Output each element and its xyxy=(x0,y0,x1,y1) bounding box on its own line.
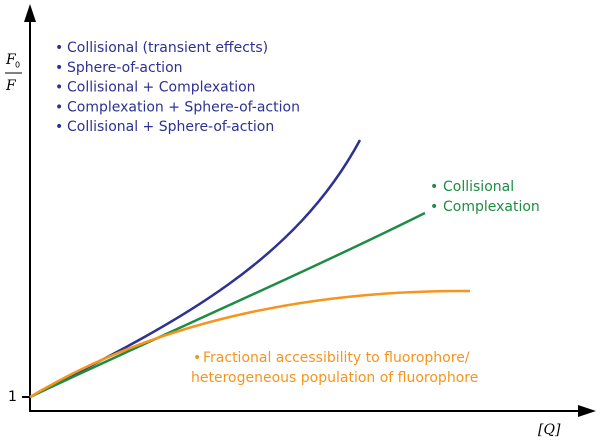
y-label-subscript: 0 xyxy=(15,61,20,70)
bullet: • xyxy=(55,119,63,135)
bullet: • xyxy=(193,350,201,366)
bullet: • xyxy=(430,199,438,215)
y-origin-label: 1 xyxy=(8,389,17,405)
bullet: • xyxy=(430,179,438,195)
bullet: • xyxy=(55,80,63,96)
green-label: Collisional xyxy=(443,179,514,195)
blue-label: Complexation + Sphere-of-action xyxy=(67,99,300,115)
green-curve xyxy=(29,211,426,399)
green-label: Complexation xyxy=(443,199,540,215)
bullet: • xyxy=(55,99,63,115)
orange-label: heterogeneous population of fluorophore xyxy=(191,370,478,386)
y-label-numerator: F xyxy=(5,52,17,68)
orange-label: Fractional accessibility to fluorophore/ xyxy=(203,350,470,366)
x-label: [Q] xyxy=(538,422,561,438)
bullet: • xyxy=(55,40,63,56)
blue-label: Collisional + Complexation xyxy=(67,80,256,96)
bullet: • xyxy=(55,60,63,76)
orange-curve xyxy=(29,289,471,399)
blue-label: Collisional + Sphere-of-action xyxy=(67,119,274,135)
y-label-denominator: F xyxy=(5,78,17,94)
blue-label: Collisional (transient effects) xyxy=(67,40,268,56)
blue-label: Sphere-of-action xyxy=(67,60,183,76)
x-arrow xyxy=(578,405,596,417)
y-arrow xyxy=(24,4,36,22)
